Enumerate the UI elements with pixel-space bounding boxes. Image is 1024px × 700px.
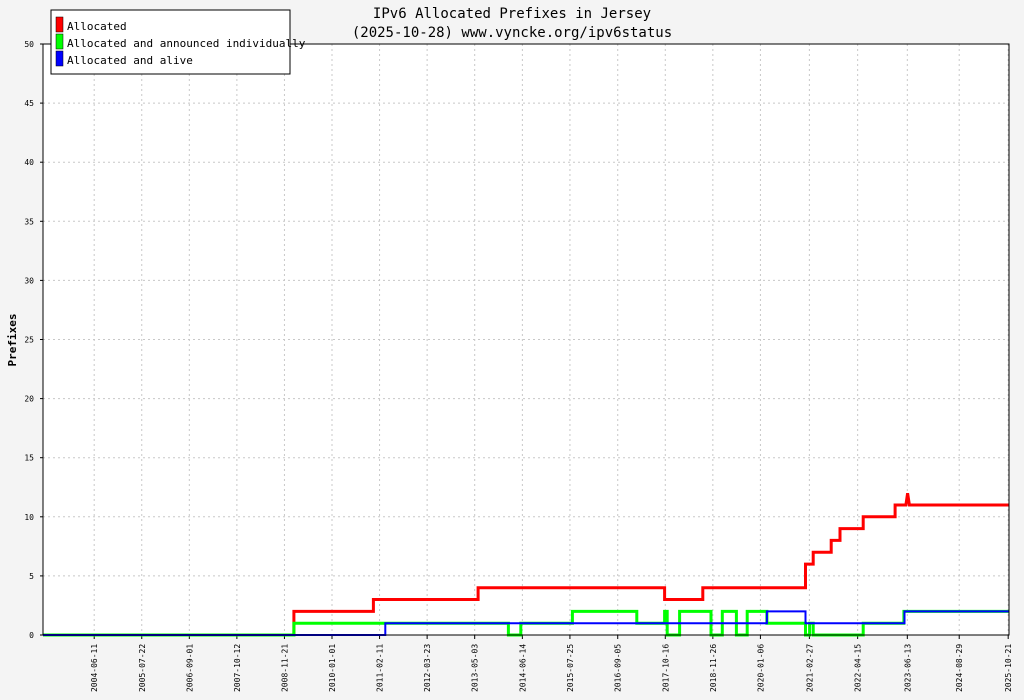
axis-ticks: 0 5 10 15 20 25 30 35 40 45 50 2004-06-11 2005-07-22… [24,40,1013,692]
x-tick-label: 2016-09-05 [614,644,623,692]
plot-border [42,43,1010,636]
x-tick-label: 2012-03-23 [423,644,432,692]
legend-swatch-announced [55,33,64,50]
legend-label-alive: Allocated and alive [67,54,193,67]
x-tick-label: 2011-02-11 [376,644,385,692]
legend-swatch-alive [55,50,64,67]
y-tick-label: 20 [24,395,34,404]
y-tick-label: 0 [29,631,34,640]
y-tick-label: 10 [24,513,34,522]
x-tick-label: 2013-05-03 [471,644,480,692]
y-tick-label: 35 [24,217,34,226]
x-tick-label: 2024-08-29 [955,644,964,692]
y-tick-label: 15 [24,454,34,463]
x-tick-label: 2021-02-27 [805,644,814,692]
legend-box [50,9,291,75]
y-axis-label: Prefixes [6,314,19,367]
chart-title: IPv6 Allocated Prefixes in Jersey [373,6,651,22]
y-tick-label: 5 [29,572,34,581]
x-tick-label: 2023-06-13 [903,644,912,692]
x-tick-label: 2010-01-01 [328,644,337,692]
x-tick-label: 2005-07-22 [138,644,147,692]
y-tick-label: 50 [24,40,34,49]
legend: Allocated Allocated and announced indivi… [50,9,306,75]
x-tick-label: 2017-10-16 [661,644,670,692]
legend-label-announced: Allocated and announced individually [67,37,306,50]
x-tick-label: 2018-11-26 [709,644,718,692]
x-tick-label: 2015-07-25 [566,644,575,692]
x-tick-label: 2004-06-11 [90,644,99,692]
x-tick-label: 2014-06-14 [518,644,527,692]
x-tick-label: 2008-11-21 [280,644,289,692]
y-tick-label: 45 [24,99,34,108]
series-line-allocated [43,492,1009,637]
grid [43,44,1009,635]
y-tick-label: 30 [24,276,34,285]
x-tick-label: 2025-10-21 [1004,644,1013,692]
x-tick-label: 2006-09-01 [185,644,194,692]
x-tick-label: 2007-10-12 [233,644,242,692]
x-tick-label: 2022-04-15 [854,644,863,692]
x-tick-label: 2020-01-06 [756,644,765,692]
chart-subtitle: (2025-10-28) www.vyncke.org/ipv6status [352,25,672,41]
y-tick-label: 40 [24,158,34,167]
y-tick-label: 25 [24,336,34,345]
legend-swatch-allocated [55,16,64,33]
legend-label-allocated: Allocated [67,20,127,33]
series-line-allocated-and-alive [43,610,1009,636]
